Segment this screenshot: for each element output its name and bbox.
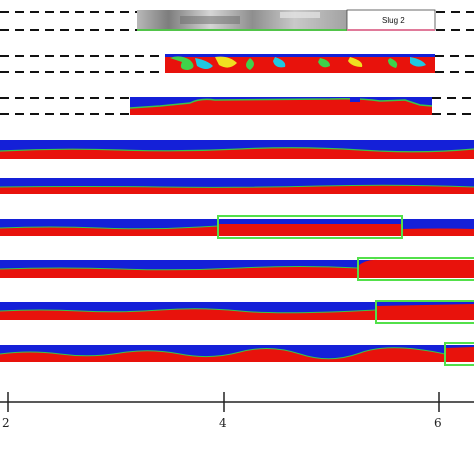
photo-highlight	[280, 12, 320, 18]
pipe-liquid	[402, 228, 474, 236]
sim-liquid	[130, 98, 432, 115]
sim-vortex	[388, 58, 398, 68]
sim-strip-2	[0, 97, 474, 115]
pipe-row-6	[0, 342, 474, 366]
pipe-liquid	[445, 347, 474, 362]
slug-highlight-box	[444, 342, 474, 366]
pipe-row-2	[0, 178, 474, 194]
sim-interface	[129, 98, 433, 109]
sim-vortex	[195, 58, 213, 69]
sim-gas-top	[165, 54, 435, 57]
pipe-liquid	[0, 266, 358, 278]
pipe-liquid	[0, 347, 445, 362]
photo-shadow	[180, 16, 240, 24]
pipe-liquid	[0, 185, 474, 194]
sim-vortex	[215, 56, 237, 68]
sim-vortex	[318, 58, 330, 68]
x-axis: 2 4 6	[0, 392, 474, 430]
photo-green-edge	[137, 29, 347, 31]
slug-highlight-box	[357, 257, 474, 281]
pipe-row-4	[0, 257, 474, 281]
x-axis-tick-label: 6	[434, 416, 442, 430]
pipe-liquid	[376, 304, 474, 320]
sim-vortex	[170, 56, 194, 70]
x-axis-tick-label: 4	[219, 416, 227, 430]
pipe-row-5	[0, 300, 474, 324]
sim-vortex	[348, 57, 363, 67]
x-axis-tick-label: 2	[2, 416, 10, 430]
pipe-interface	[0, 225, 219, 230]
pipe-row-1	[0, 140, 474, 159]
sim-vortex	[410, 57, 426, 67]
slug-label: Slug 2	[382, 16, 405, 25]
pipe-interface	[0, 308, 377, 314]
pipe-interface	[0, 184, 474, 188]
slug-highlight-box	[375, 300, 474, 324]
slug-label-edge	[347, 29, 435, 31]
sim-vortex	[273, 57, 286, 68]
sim-strip-1	[0, 54, 474, 73]
slug-highlight-box	[217, 215, 403, 239]
sim-vortex	[246, 58, 254, 70]
pipe-interface	[0, 347, 446, 360]
pipe-liquid	[0, 226, 218, 236]
pipe-row-3	[0, 215, 474, 239]
photo-strip: Slug 2	[0, 9, 474, 31]
pipe-liquid	[218, 224, 402, 236]
pipe-liquid	[358, 259, 474, 278]
pipe-interface	[0, 266, 359, 271]
sim-liquid	[165, 54, 435, 73]
pipe-liquid	[0, 308, 376, 320]
sim-bubble	[350, 98, 360, 102]
pipe-interface	[0, 147, 474, 153]
